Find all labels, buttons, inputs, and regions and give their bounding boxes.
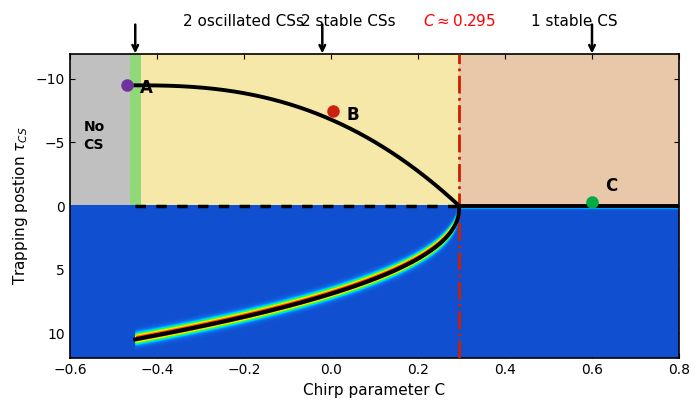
Text: 2 stable CSs: 2 stable CSs — [301, 14, 396, 29]
Text: 1 stable CS: 1 stable CS — [531, 14, 618, 29]
Text: A: A — [139, 79, 153, 97]
Bar — [70, 206, 679, 358]
Bar — [459, 54, 679, 206]
Bar — [70, 54, 135, 358]
Text: 2 oscillated CSs: 2 oscillated CSs — [183, 14, 304, 29]
Text: C: C — [605, 177, 617, 195]
Text: No
CS: No CS — [83, 120, 104, 152]
Y-axis label: Trapping postion $\tau_{CS}$: Trapping postion $\tau_{CS}$ — [11, 126, 30, 286]
Bar — [130, 54, 141, 358]
Text: B: B — [346, 105, 359, 124]
X-axis label: Chirp parameter C: Chirp parameter C — [303, 383, 446, 398]
Text: $C\approx0.295$: $C\approx0.295$ — [423, 13, 496, 29]
Bar — [135, 54, 459, 206]
